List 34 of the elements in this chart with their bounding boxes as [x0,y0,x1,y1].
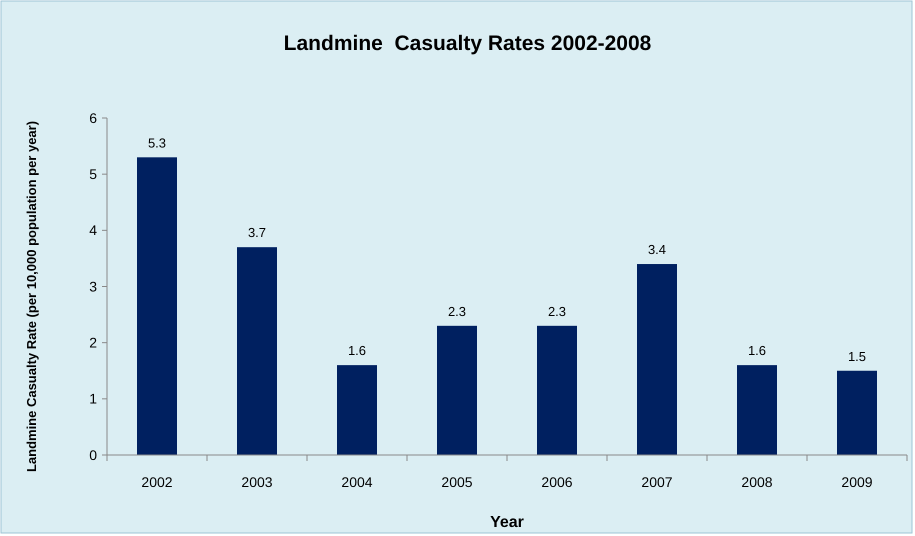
data-label: 1.6 [748,343,766,358]
x-tick-label: 2003 [241,474,273,490]
x-tick-label: 2009 [841,474,873,490]
chart-title: Landmine Casualty Rates 2002-2008 [284,32,652,55]
bar [637,264,677,455]
data-label: 3.4 [648,242,666,258]
x-tick-label: 2007 [641,474,673,490]
y-tick-label: 2 [89,334,98,351]
data-label: 1.6 [348,343,366,358]
x-tick-label: 2008 [741,474,773,490]
x-tick-label: 2006 [541,474,573,490]
y-tick-label: 3 [89,278,98,294]
x-tick-label: 2005 [441,474,473,490]
y-tick-label: 1 [89,390,98,407]
y-tick-label: 0 [89,446,98,463]
bar [437,326,477,455]
y-tick-label: 6 [89,110,98,126]
data-label: 2.3 [548,304,566,319]
bar [137,157,177,455]
x-tick-label: 2004 [341,474,373,490]
y-tick-label: 4 [89,222,98,238]
bar [237,247,277,455]
y-axis-title: Landmine Casualty Rate (per 10,000 population per year) [24,120,39,472]
data-label: 3.7 [248,225,266,240]
x-axis-title: Year [490,514,524,531]
bar [837,370,877,455]
y-tick-label: 5 [89,166,98,182]
bar [737,365,777,455]
data-label: 5.3 [148,135,166,150]
data-label: 2.3 [448,304,466,319]
x-tick-label: 2002 [141,474,173,490]
bar [537,326,577,455]
data-label: 1.5 [848,348,866,364]
bar [337,365,377,455]
